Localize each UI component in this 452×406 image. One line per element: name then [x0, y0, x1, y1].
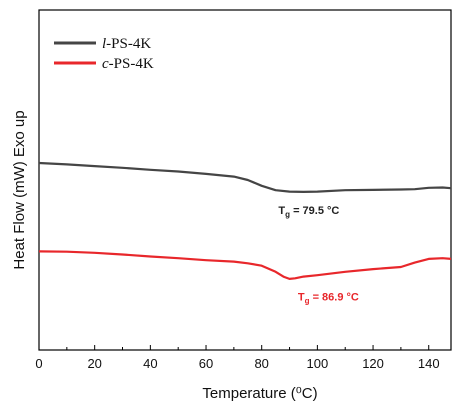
- legend-label-1: l-PS-4K: [102, 36, 151, 52]
- x-tick-label: 120: [362, 356, 384, 371]
- y-axis-label: Heat Flow (mW) Exo up: [11, 110, 28, 269]
- x-tick-label: 0: [35, 356, 42, 371]
- x-tick-label: 80: [254, 356, 268, 371]
- legend-label-2: c-PS-4K: [102, 56, 154, 72]
- x-axis-label: Temperature (⁰C): [202, 385, 317, 402]
- x-tick-label: 60: [199, 356, 213, 371]
- x-tick-label: 140: [418, 356, 440, 371]
- x-tick-label: 40: [143, 356, 157, 371]
- series-line-1: [38, 161, 452, 193]
- plot-frame: [38, 9, 452, 351]
- x-tick-label: 20: [87, 356, 101, 371]
- tg-annotation-1: Tg = 79.5 °C: [278, 205, 339, 219]
- series-line-2: [38, 250, 452, 280]
- x-tick-label: 100: [307, 356, 329, 371]
- tg-annotation-2: Tg = 86.9 °C: [298, 292, 359, 306]
